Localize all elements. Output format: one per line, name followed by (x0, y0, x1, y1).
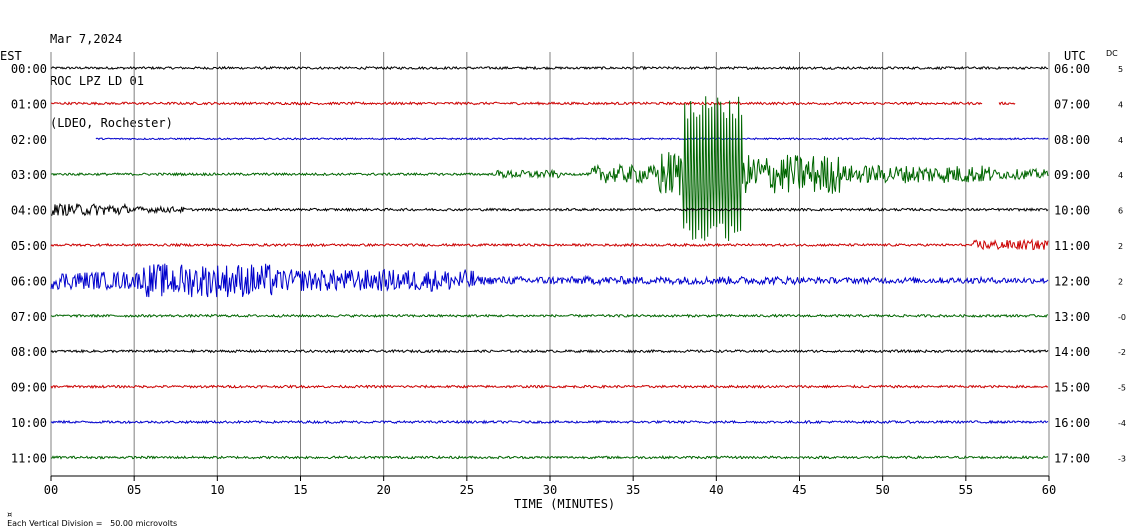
utc-time-label: 09:00 (1054, 168, 1090, 182)
x-tick-label: 10 (210, 483, 224, 497)
utc-time-label: 14:00 (1054, 345, 1090, 359)
utc-time-label: 06:00 (1054, 62, 1090, 76)
seismic-traces (50, 65, 1049, 460)
x-tick-label: 35 (626, 483, 640, 497)
x-tick-label: 25 (460, 483, 474, 497)
est-time-label: 07:00 (11, 310, 47, 324)
dc-offset-label: 2 (1118, 242, 1123, 251)
seismic-trace-0200 (95, 137, 1049, 141)
seismic-trace-0800 (50, 348, 1049, 354)
x-tick-label: 15 (293, 483, 307, 497)
seismic-trace-0900 (50, 384, 1049, 390)
est-time-label: 06:00 (11, 274, 47, 288)
est-axis-label: EST (0, 49, 22, 63)
est-time-label: 09:00 (11, 381, 47, 395)
chart-grid (50, 52, 1050, 477)
x-tick-label: 60 (1042, 483, 1056, 497)
est-time-label: 11:00 (11, 451, 47, 465)
header-network: (LDEO, Rochester) (50, 116, 173, 130)
utc-time-label: 17:00 (1054, 451, 1090, 465)
est-time-label: 03:00 (11, 168, 47, 182)
seismic-trace-1100 (50, 455, 1049, 460)
est-time-label: 08:00 (11, 345, 47, 359)
dc-offset-label: 2 (1118, 277, 1123, 286)
utc-time-label: 13:00 (1054, 310, 1090, 324)
header-block: Mar 7,2024 ROC LPZ LD 01 (LDEO, Rocheste… (50, 4, 173, 144)
x-axis-title: TIME (MINUTES) (514, 497, 616, 511)
seismic-trace-0100 (50, 101, 983, 106)
seismic-trace-0600 (50, 263, 1049, 298)
x-tick-label: 55 (959, 483, 973, 497)
x-axis: 00 05 10 15 20 25 30 35 40 45 50 55 60 (44, 476, 1056, 497)
x-tick-label: 05 (127, 483, 141, 497)
utc-time-label: 10:00 (1054, 204, 1090, 218)
seismic-trace-0700 (50, 313, 1049, 319)
utc-time-label: 11:00 (1054, 239, 1090, 253)
dc-offset-label: -3 (1118, 454, 1126, 463)
row-labels: 00:00 06:00 5 01:00 07:00 4 02:00 08:00 4 03:00 09… (11, 62, 1126, 465)
dc-column-header: DC (1106, 49, 1118, 58)
dc-offset-label: -0 (1118, 313, 1126, 322)
footer-mark: ¤ (7, 510, 13, 519)
dc-offset-label: -5 (1118, 384, 1126, 393)
est-time-label: 02:00 (11, 133, 47, 147)
utc-time-label: 08:00 (1054, 133, 1090, 147)
seismic-trace-0300 (50, 96, 1049, 242)
est-time-label: 01:00 (11, 97, 47, 111)
seismic-trace-1000 (50, 419, 1049, 425)
utc-time-label: 12:00 (1054, 274, 1090, 288)
utc-axis-label: UTC (1064, 49, 1086, 63)
header-station: ROC LPZ LD 01 (50, 74, 144, 88)
dc-offset-label: 4 (1118, 100, 1123, 109)
est-time-label: 10:00 (11, 416, 47, 430)
x-tick-label: 20 (376, 483, 390, 497)
x-tick-label: 30 (543, 483, 557, 497)
footer-division-text: Each Vertical Division = 50.00 microvolt… (7, 519, 178, 528)
header-date: Mar 7,2024 (50, 32, 123, 46)
seismic-trace-0500 (50, 238, 1049, 251)
utc-time-label: 07:00 (1054, 97, 1090, 111)
dc-offset-label: 5 (1118, 65, 1123, 74)
est-time-label: 00:00 (11, 62, 47, 76)
utc-time-label: 15:00 (1054, 381, 1090, 395)
dc-offset-label: -4 (1118, 419, 1126, 428)
dc-offset-label: -2 (1118, 348, 1126, 357)
est-time-label: 04:00 (11, 204, 47, 218)
dc-offset-label: 6 (1118, 207, 1123, 216)
x-tick-label: 45 (792, 483, 806, 497)
seismic-trace-0000 (50, 65, 1049, 71)
dc-offset-label: 4 (1118, 171, 1123, 180)
x-tick-label: 40 (709, 483, 723, 497)
dc-offset-label: 4 (1118, 136, 1123, 145)
seismic-trace-0100 (998, 101, 1016, 106)
est-time-label: 05:00 (11, 239, 47, 253)
x-tick-label: 00 (44, 483, 58, 497)
seismic-trace-0400 (50, 202, 1049, 217)
footer-scale-note: ¤ Each Vertical Division = 50.00 microvo… (2, 501, 177, 528)
x-tick-label: 50 (875, 483, 889, 497)
utc-time-label: 16:00 (1054, 416, 1090, 430)
